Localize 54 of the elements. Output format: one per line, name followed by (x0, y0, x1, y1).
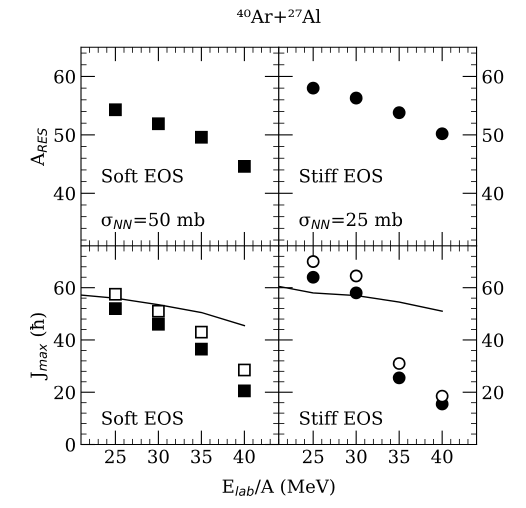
point (152, 117, 165, 130)
point (350, 286, 363, 300)
point (392, 357, 406, 370)
x-axis-title: E$_{lab}$/A (MeV) (222, 479, 334, 496)
point (350, 270, 363, 282)
point (392, 371, 406, 384)
point (109, 302, 122, 315)
x-tick-label: 25 (105, 450, 126, 464)
y-tick-label: 60 (482, 281, 504, 295)
y-tick-label: 50 (54, 128, 75, 142)
point (436, 390, 449, 403)
x-tick-label: 30 (148, 450, 169, 464)
annotation: Stiff EOS (300, 168, 382, 183)
point (195, 130, 208, 144)
point (306, 270, 320, 284)
y-tick-label: 20 (54, 386, 75, 400)
point (436, 127, 449, 140)
y-tick-label: 40 (482, 186, 504, 200)
x-tick-label: 30 (346, 450, 366, 464)
y-tick-label: 40 (54, 333, 75, 348)
y-tick-label: 60 (482, 70, 504, 84)
point (238, 364, 251, 376)
point (109, 103, 122, 116)
y-tick-label: 0 (66, 438, 75, 452)
chart-title: ⁴⁰Ar+²⁷Al (236, 9, 321, 23)
x-tick-label: 40 (431, 450, 452, 464)
point (152, 318, 165, 331)
y-axis-title: J$_{max}$ (ħ) (30, 313, 48, 380)
point (306, 255, 320, 268)
point (152, 304, 165, 318)
y-tick-label: 60 (54, 281, 75, 295)
y-tick-label: 20 (482, 386, 504, 400)
y-tick-label: 50 (482, 128, 504, 142)
annotation: Soft EOS (102, 168, 183, 183)
y-axis-title: A$_{RES}$ (30, 128, 47, 166)
annotation: σ$_{NN}$=25 mb (299, 212, 402, 229)
point (306, 82, 320, 95)
point (350, 92, 363, 104)
x-tick-label: 35 (191, 450, 212, 464)
point (392, 106, 406, 120)
y-tick-label: 40 (482, 333, 504, 348)
annotation: σ$_{NN}$=50 mb (102, 212, 204, 229)
y-tick-label: 40 (54, 186, 75, 200)
x-tick-label: 25 (302, 450, 324, 464)
x-tick-label: 40 (233, 450, 255, 464)
point (238, 384, 251, 398)
point (195, 342, 208, 356)
annotation: Soft EOS (102, 410, 183, 425)
y-tick-label: 60 (54, 70, 75, 84)
point (238, 160, 251, 173)
point (109, 288, 122, 301)
x-tick-label: 35 (389, 450, 410, 464)
point (195, 326, 208, 339)
annotation: Stiff EOS (300, 410, 382, 425)
